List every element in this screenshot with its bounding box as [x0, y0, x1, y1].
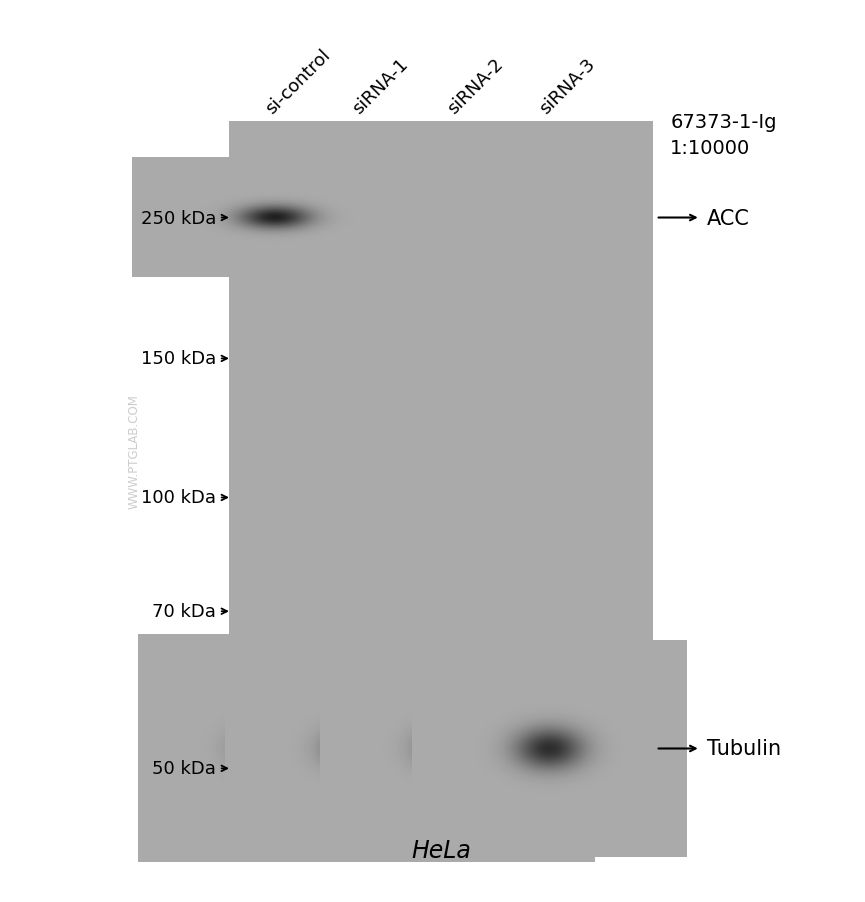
Text: 150 kDa: 150 kDa	[141, 350, 216, 368]
Text: 50 kDa: 50 kDa	[152, 759, 216, 778]
Text: WWW.PTGLAB.COM: WWW.PTGLAB.COM	[127, 393, 141, 509]
Text: siRNA-3: siRNA-3	[536, 55, 599, 117]
Text: Tubulin: Tubulin	[707, 739, 781, 759]
Text: ACC: ACC	[707, 208, 750, 228]
Text: HeLa: HeLa	[411, 838, 471, 861]
Text: siRNA-1: siRNA-1	[349, 55, 412, 117]
Text: 67373-1-Ig
1:10000: 67373-1-Ig 1:10000	[670, 113, 777, 158]
Text: si-control: si-control	[262, 46, 334, 117]
Bar	[229, 122, 653, 798]
Text: siRNA-2: siRNA-2	[444, 55, 507, 117]
Text: 250 kDa: 250 kDa	[141, 209, 216, 227]
Text: 70 kDa: 70 kDa	[152, 603, 216, 621]
Text: 100 kDa: 100 kDa	[141, 489, 216, 507]
